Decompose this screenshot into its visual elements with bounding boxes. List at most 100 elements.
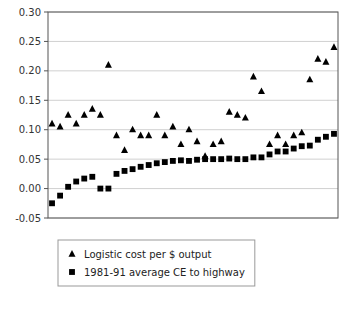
point	[130, 166, 136, 172]
point	[226, 156, 232, 162]
point	[323, 134, 329, 140]
point	[65, 111, 72, 118]
point	[49, 120, 56, 127]
tick-label: 0.10	[19, 124, 41, 135]
legend-label: 1981-91 average CE to highway	[84, 267, 245, 278]
point	[73, 120, 80, 127]
point	[299, 143, 305, 149]
point	[267, 152, 273, 158]
point	[258, 87, 265, 94]
point	[73, 179, 79, 185]
point	[210, 140, 217, 147]
tick-mark	[44, 129, 48, 130]
point	[186, 158, 192, 164]
point	[170, 158, 176, 164]
point	[178, 157, 184, 163]
point	[137, 132, 144, 139]
series	[49, 43, 338, 159]
grid-line	[48, 41, 338, 42]
tick-mark	[44, 41, 48, 42]
point	[162, 159, 168, 165]
tick-label: 0.30	[19, 7, 41, 18]
chart: -0.05 0.00 0.05 0.10 0.15 0.20 0.25 0.30 Logisti…	[0, 0, 350, 317]
point	[274, 132, 281, 139]
point	[259, 154, 265, 160]
point	[202, 156, 208, 162]
tick-label: 0.15	[19, 95, 41, 106]
point	[250, 73, 257, 80]
point	[315, 137, 321, 143]
point	[113, 132, 120, 139]
grid-line	[48, 70, 338, 71]
tick-label: -0.05	[15, 213, 41, 224]
point	[242, 156, 248, 162]
point	[145, 132, 152, 139]
point	[234, 111, 241, 118]
point	[291, 146, 297, 152]
point	[307, 143, 313, 149]
point	[185, 126, 192, 133]
point	[194, 137, 201, 144]
marks	[49, 43, 338, 206]
point	[242, 114, 249, 121]
legend-label: Logistic cost per $ output	[84, 249, 212, 260]
point	[154, 160, 160, 166]
point	[282, 140, 289, 147]
point	[114, 171, 120, 177]
tick-mark	[44, 70, 48, 71]
point	[169, 123, 176, 130]
y-axis: -0.05 0.00 0.05 0.10 0.15 0.20 0.25 0.30	[15, 7, 48, 224]
point	[218, 156, 224, 162]
grid	[48, 12, 338, 218]
point	[218, 137, 225, 144]
point	[57, 123, 64, 130]
tick-label: 0.00	[19, 183, 41, 194]
point	[210, 156, 216, 162]
point	[298, 129, 305, 136]
point	[266, 140, 273, 147]
point	[194, 157, 200, 163]
grid-line	[48, 129, 338, 130]
tick-mark	[44, 159, 48, 160]
legend: Logistic cost per $ output 1981-91 averag…	[58, 240, 255, 286]
point	[330, 43, 337, 50]
tick-mark	[44, 218, 48, 219]
series	[49, 131, 337, 206]
legend-marker	[69, 269, 75, 275]
point	[81, 176, 87, 182]
point	[65, 184, 71, 190]
point	[129, 126, 136, 133]
point	[283, 149, 289, 155]
legend-box	[58, 240, 255, 286]
tick-label: 0.25	[19, 36, 41, 47]
point	[81, 111, 88, 118]
tick-mark	[44, 188, 48, 189]
point	[97, 186, 103, 192]
point	[97, 111, 104, 118]
tick-mark	[44, 12, 48, 13]
point	[89, 105, 96, 112]
point	[153, 111, 160, 118]
point	[49, 200, 55, 206]
point	[331, 131, 337, 137]
grid-line	[48, 188, 338, 189]
point	[290, 132, 297, 139]
point	[234, 156, 240, 162]
point	[89, 174, 95, 180]
point	[105, 61, 112, 68]
point	[177, 140, 184, 147]
point	[106, 186, 112, 192]
point	[314, 55, 321, 62]
point	[121, 146, 128, 153]
point	[122, 168, 128, 174]
point	[251, 154, 257, 160]
tick-label: 0.05	[19, 154, 41, 165]
point	[138, 164, 144, 170]
legend-marker	[69, 250, 76, 257]
tick-mark	[44, 100, 48, 101]
point	[57, 193, 63, 199]
grid-line	[48, 100, 338, 101]
point	[146, 162, 152, 168]
tick-label: 0.20	[19, 65, 41, 76]
point	[306, 76, 313, 83]
